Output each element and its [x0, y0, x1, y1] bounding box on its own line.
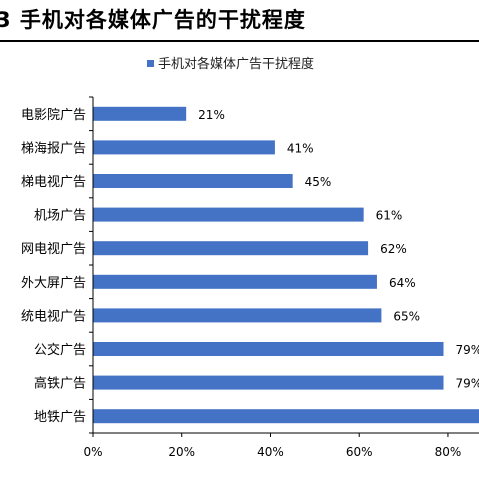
- axes-group: 电影院广告梯海报广告梯电视广告机场广告网电视广告外大屏广告统电视广告公交广告高铁…: [21, 96, 479, 459]
- bar: [93, 409, 479, 424]
- category-label: 梯电视广告: [21, 175, 86, 190]
- legend-swatch: [147, 60, 154, 67]
- bar: [93, 140, 275, 155]
- category-label: 高铁广告: [34, 376, 86, 392]
- x-tick-label: 60%: [346, 445, 373, 459]
- bar: [93, 342, 444, 356]
- bar: [93, 308, 382, 323]
- x-tick-label: 80%: [435, 445, 462, 459]
- category-label: 梯海报广告: [21, 141, 86, 156]
- category-label: 机场广告: [34, 209, 86, 224]
- x-tick-label: 0%: [83, 445, 102, 459]
- data-label: 79%: [456, 377, 479, 391]
- data-label: 62%: [380, 242, 407, 256]
- legend: 手机对各媒体广告干扰程度: [147, 56, 314, 72]
- category-label: 网电视广告: [21, 242, 86, 257]
- bar: [93, 375, 444, 390]
- category-label: 外大屏广告: [21, 276, 86, 291]
- figure-title: 3 手机对各媒体广告的干扰程度: [0, 8, 306, 32]
- category-label: 地铁广告: [34, 410, 86, 425]
- data-label: 61%: [376, 209, 403, 223]
- bar: [93, 207, 364, 222]
- x-tick-label: 40%: [257, 445, 284, 459]
- data-label: 41%: [287, 141, 314, 155]
- bar: [93, 106, 187, 121]
- data-label: 64%: [389, 276, 416, 290]
- category-label: 电影院广告: [21, 108, 86, 123]
- x-tick-label: 20%: [168, 445, 195, 459]
- bar: [93, 241, 369, 256]
- bar: [93, 274, 377, 289]
- legend-label: 手机对各媒体广告干扰程度: [158, 56, 314, 72]
- data-label: 21%: [198, 108, 225, 122]
- title-rule: [0, 40, 479, 42]
- category-label: 统电视广告: [21, 309, 86, 324]
- bar: [93, 174, 293, 188]
- data-label: 79%: [456, 343, 479, 357]
- bars-group: 21% 41% 45% 61% 62% 64% 65% 79% 79%: [93, 106, 479, 424]
- data-label: 45%: [305, 175, 332, 189]
- category-label: 公交广告: [34, 342, 86, 358]
- data-label: 65%: [393, 309, 420, 323]
